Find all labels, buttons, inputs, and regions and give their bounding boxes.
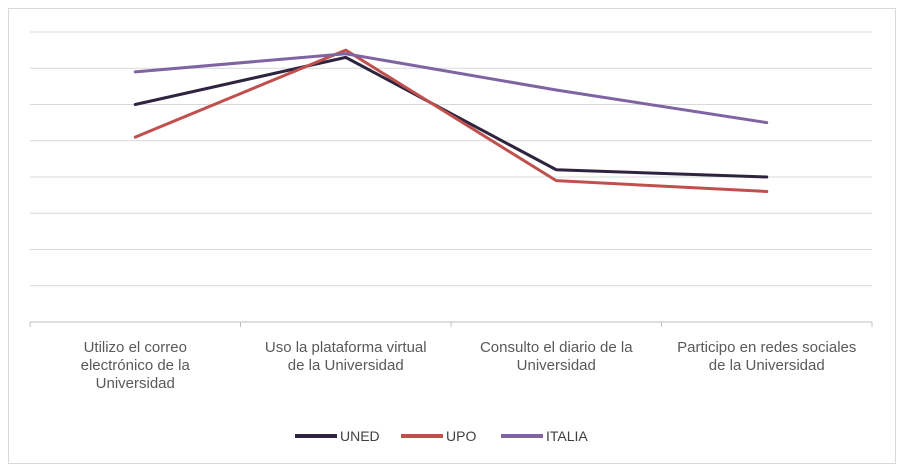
series-line-italia — [133, 52, 769, 125]
x-tick-label: Participo en redes sociales de la Univers… — [677, 339, 856, 374]
series-line-uned — [133, 55, 769, 179]
x-tick-label: Uso la plataforma virtual de la Universid… — [265, 339, 427, 374]
legend: UNED UPO ITALIA — [295, 428, 588, 444]
category-labels: Utilizo el correo electrónico de la Univer… — [81, 339, 857, 392]
chart-frame — [8, 8, 896, 464]
x-tick-label-line: Participo en redes sociales — [677, 339, 856, 356]
x-tick-label-line: Universidad — [96, 375, 175, 392]
legend-label-upo: UPO — [446, 428, 476, 444]
series-line-upo — [133, 48, 769, 193]
series-lines — [133, 48, 769, 193]
x-tick-label: Consulto el diario de la Universidad — [480, 339, 633, 374]
legend-label-uned: UNED — [340, 428, 380, 444]
legend-label-italia: ITALIA — [546, 428, 588, 444]
x-tick-label-line: de la Universidad — [288, 357, 404, 374]
x-tick-label: Utilizo el correo electrónico de la Univer… — [81, 339, 191, 392]
x-tick-label-line: Uso la plataforma virtual — [265, 339, 427, 356]
x-tick-label-line: Consulto el diario de la — [480, 339, 633, 356]
x-tick-label-line: de la Universidad — [709, 357, 825, 374]
x-axis — [29, 321, 873, 327]
x-tick-label-line: Utilizo el correo — [84, 339, 187, 356]
x-tick-label-line: Universidad — [517, 357, 596, 374]
gridlines — [30, 31, 872, 287]
x-tick-label-line: electrónico de la — [81, 357, 191, 374]
